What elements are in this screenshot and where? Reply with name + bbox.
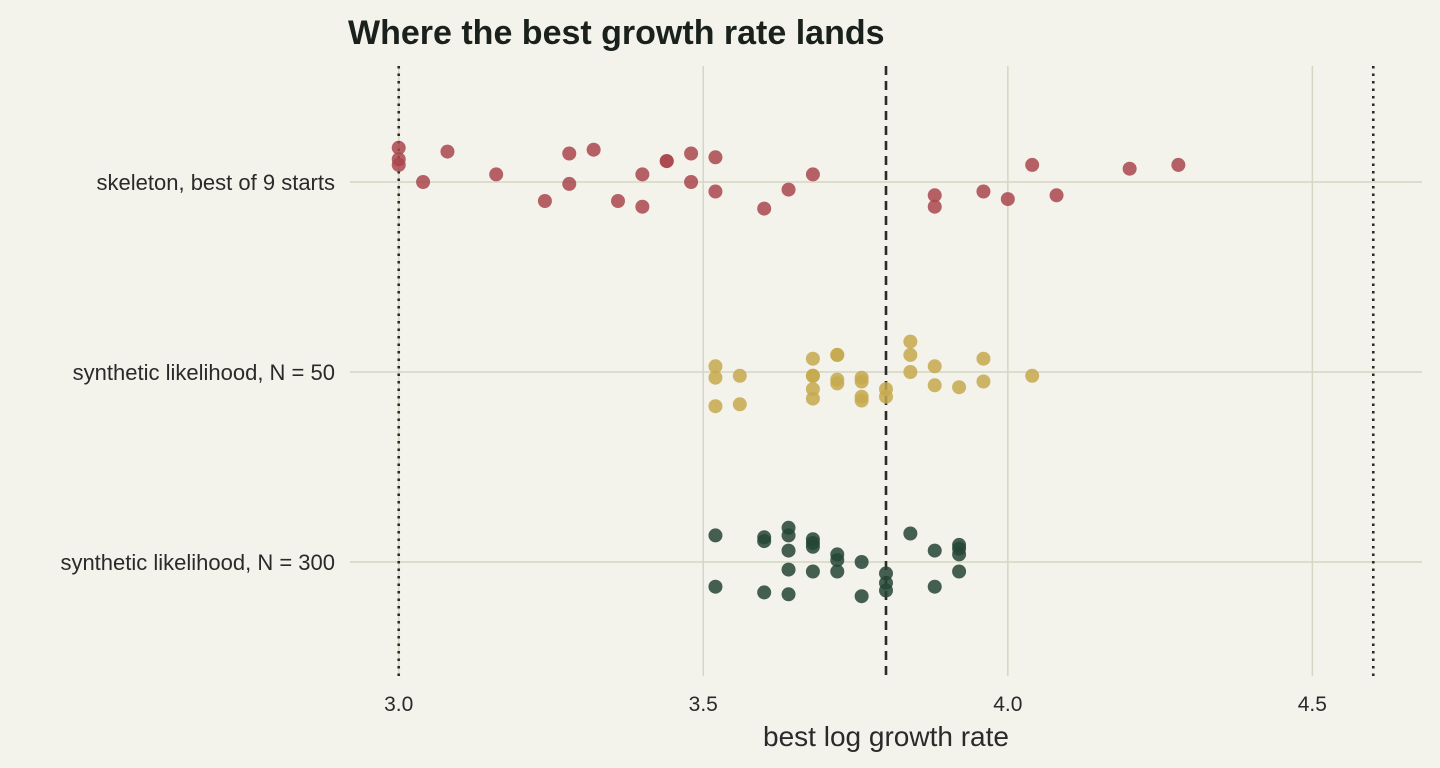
data-point <box>757 201 772 216</box>
data-point <box>805 391 820 406</box>
x-tick-labels: 3.0 3.5 4.0 4.5 <box>384 693 1327 716</box>
data-point <box>684 146 699 161</box>
data-point <box>830 347 845 362</box>
data-point <box>952 564 967 579</box>
data-point <box>562 176 577 191</box>
x-tick-label: 3.0 <box>384 693 413 716</box>
data-point <box>854 374 869 389</box>
data-point <box>976 351 991 366</box>
x-tick-label: 4.0 <box>993 693 1022 716</box>
data-point <box>1122 161 1137 176</box>
data-point <box>391 157 406 172</box>
data-point <box>489 167 504 182</box>
data-point <box>562 146 577 161</box>
x-axis-label: best log growth rate <box>763 721 1009 752</box>
data-point <box>976 184 991 199</box>
data-point <box>781 543 796 558</box>
data-points <box>391 140 1186 604</box>
data-point <box>708 370 723 385</box>
data-point <box>1025 368 1040 383</box>
data-point <box>781 182 796 197</box>
data-point <box>708 528 723 543</box>
data-point <box>952 380 967 395</box>
data-point <box>1000 192 1015 207</box>
data-point <box>708 359 723 374</box>
data-point <box>903 347 918 362</box>
data-point <box>586 142 601 157</box>
data-point <box>537 194 552 208</box>
data-point <box>781 562 796 577</box>
data-point <box>927 579 942 594</box>
data-point <box>635 199 650 214</box>
data-point <box>854 555 869 569</box>
data-point <box>805 351 820 366</box>
data-point <box>879 389 893 404</box>
data-point <box>805 564 820 579</box>
data-point <box>635 167 650 182</box>
data-point <box>684 175 699 189</box>
data-point <box>927 359 942 374</box>
data-point <box>805 167 820 182</box>
data-point <box>732 368 747 383</box>
data-point <box>611 194 625 208</box>
y-tick-label: synthetic likelihood, N = 50 <box>73 360 335 385</box>
reference-lines <box>397 66 1375 676</box>
data-point <box>1171 157 1186 172</box>
data-point <box>659 154 674 169</box>
data-point <box>927 188 942 203</box>
data-point <box>927 543 942 558</box>
data-point <box>976 374 991 389</box>
data-point <box>854 393 869 408</box>
data-point <box>708 150 723 165</box>
data-point <box>830 564 845 579</box>
data-point <box>781 528 796 543</box>
data-point <box>708 399 723 414</box>
data-point <box>708 184 723 199</box>
x-tick-label: 3.5 <box>689 693 718 716</box>
data-point <box>757 534 772 549</box>
chart-title: Where the best growth rate lands <box>348 14 885 52</box>
data-point <box>732 397 747 412</box>
data-point <box>1049 188 1064 203</box>
data-point <box>830 376 845 391</box>
y-tick-labels: skeleton, best of 9 starts synthetic like… <box>60 170 335 575</box>
y-tick-label: synthetic likelihood, N = 300 <box>60 550 335 575</box>
x-tick-label: 4.5 <box>1298 693 1327 716</box>
data-point <box>708 579 723 594</box>
data-point <box>805 368 820 383</box>
data-point <box>440 144 455 159</box>
data-point <box>781 587 796 602</box>
data-point <box>952 547 967 562</box>
data-point <box>1025 157 1040 172</box>
data-point <box>830 553 845 568</box>
data-point <box>416 175 431 189</box>
data-point <box>903 526 918 541</box>
data-point <box>879 583 893 598</box>
data-point <box>854 589 869 604</box>
data-point <box>903 334 918 349</box>
data-point <box>927 199 942 214</box>
data-point <box>391 140 406 155</box>
data-point <box>757 585 772 600</box>
data-point <box>927 378 942 393</box>
data-point <box>903 365 918 379</box>
data-point <box>805 539 820 554</box>
y-tick-label: skeleton, best of 9 starts <box>97 170 335 195</box>
